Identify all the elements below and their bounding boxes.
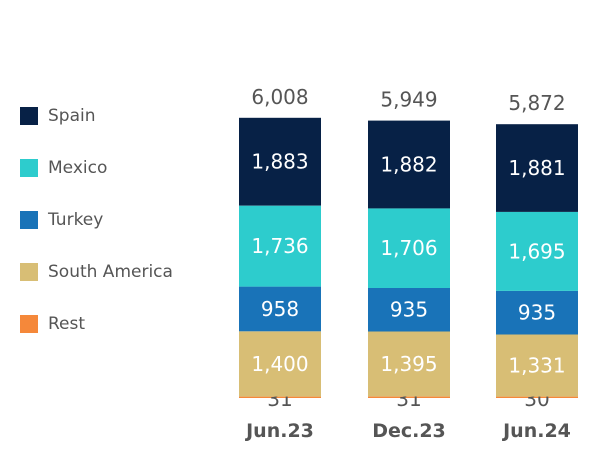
- bar-segment-mexico-jun-23: [239, 205, 321, 287]
- bar-segment-turkey-dec-23: [368, 287, 450, 332]
- data-label-spain-jun-24: 1,881: [508, 156, 565, 180]
- legend-label-rest: Rest: [48, 314, 86, 334]
- legend-swatch-south-america: [20, 263, 38, 281]
- data-label-turkey-dec-23: 935: [390, 298, 428, 322]
- bar-segment-south-america-jun-23: [239, 331, 321, 397]
- legend-label-turkey: Turkey: [48, 210, 104, 230]
- bar-segment-mexico-dec-23: [368, 208, 450, 288]
- data-label-mexico-jun-24: 1,695: [508, 239, 565, 263]
- data-label-south-america-jun-24: 1,331: [508, 354, 565, 378]
- bar-segment-south-america-jun-24: [496, 334, 578, 397]
- bar-segment-turkey-jun-23: [239, 286, 321, 332]
- data-label-mexico-jun-23: 1,736: [251, 234, 308, 258]
- data-label-spain-jun-23: 1,883: [251, 150, 308, 174]
- data-label-south-america-jun-23: 1,400: [251, 352, 308, 376]
- legend-label-mexico: Mexico: [48, 158, 108, 178]
- bar-segment-rest-dec-23: [368, 396, 450, 398]
- legend-item-spain: Spain: [20, 104, 220, 128]
- data-label-turkey-jun-23: 958: [261, 297, 299, 321]
- total-label-jun-24: 5,872: [508, 91, 565, 115]
- legend-swatch-mexico: [20, 159, 38, 177]
- data-label-mexico-dec-23: 1,706: [380, 236, 437, 260]
- bar-segment-south-america-dec-23: [368, 331, 450, 397]
- total-label-jun-23: 6,008: [251, 85, 308, 109]
- x-tick-label-jun-24: Jun.24: [501, 420, 571, 442]
- legend-swatch-spain: [20, 107, 38, 125]
- x-tick-label-jun-23: Jun.23: [244, 420, 314, 442]
- legend-swatch-rest: [20, 315, 38, 333]
- legend-label-south-america: South America: [48, 262, 173, 282]
- bar-segment-mexico-jun-24: [496, 211, 578, 291]
- legend-label-spain: Spain: [48, 106, 96, 126]
- legend-item-turkey: Turkey: [20, 208, 220, 232]
- data-label-south-america-dec-23: 1,395: [380, 352, 437, 376]
- bar-segment-turkey-jun-24: [496, 290, 578, 335]
- bar-segment-rest-jun-23: [239, 396, 321, 398]
- legend-item-south-america: South America: [20, 260, 220, 284]
- bar-segment-spain-jun-24: [496, 124, 578, 212]
- x-tick-label-dec-23: Dec.23: [372, 420, 446, 442]
- legend-item-mexico: Mexico: [20, 156, 220, 180]
- bar-segment-spain-jun-23: [239, 117, 321, 206]
- bar-segment-spain-dec-23: [368, 120, 450, 209]
- data-label-spain-dec-23: 1,882: [380, 153, 437, 177]
- bar-segment-rest-jun-24: [496, 396, 578, 398]
- legend-swatch-turkey: [20, 211, 38, 229]
- legend-item-rest: Rest: [20, 312, 220, 336]
- total-label-dec-23: 5,949: [380, 88, 437, 112]
- data-label-turkey-jun-24: 935: [518, 301, 556, 325]
